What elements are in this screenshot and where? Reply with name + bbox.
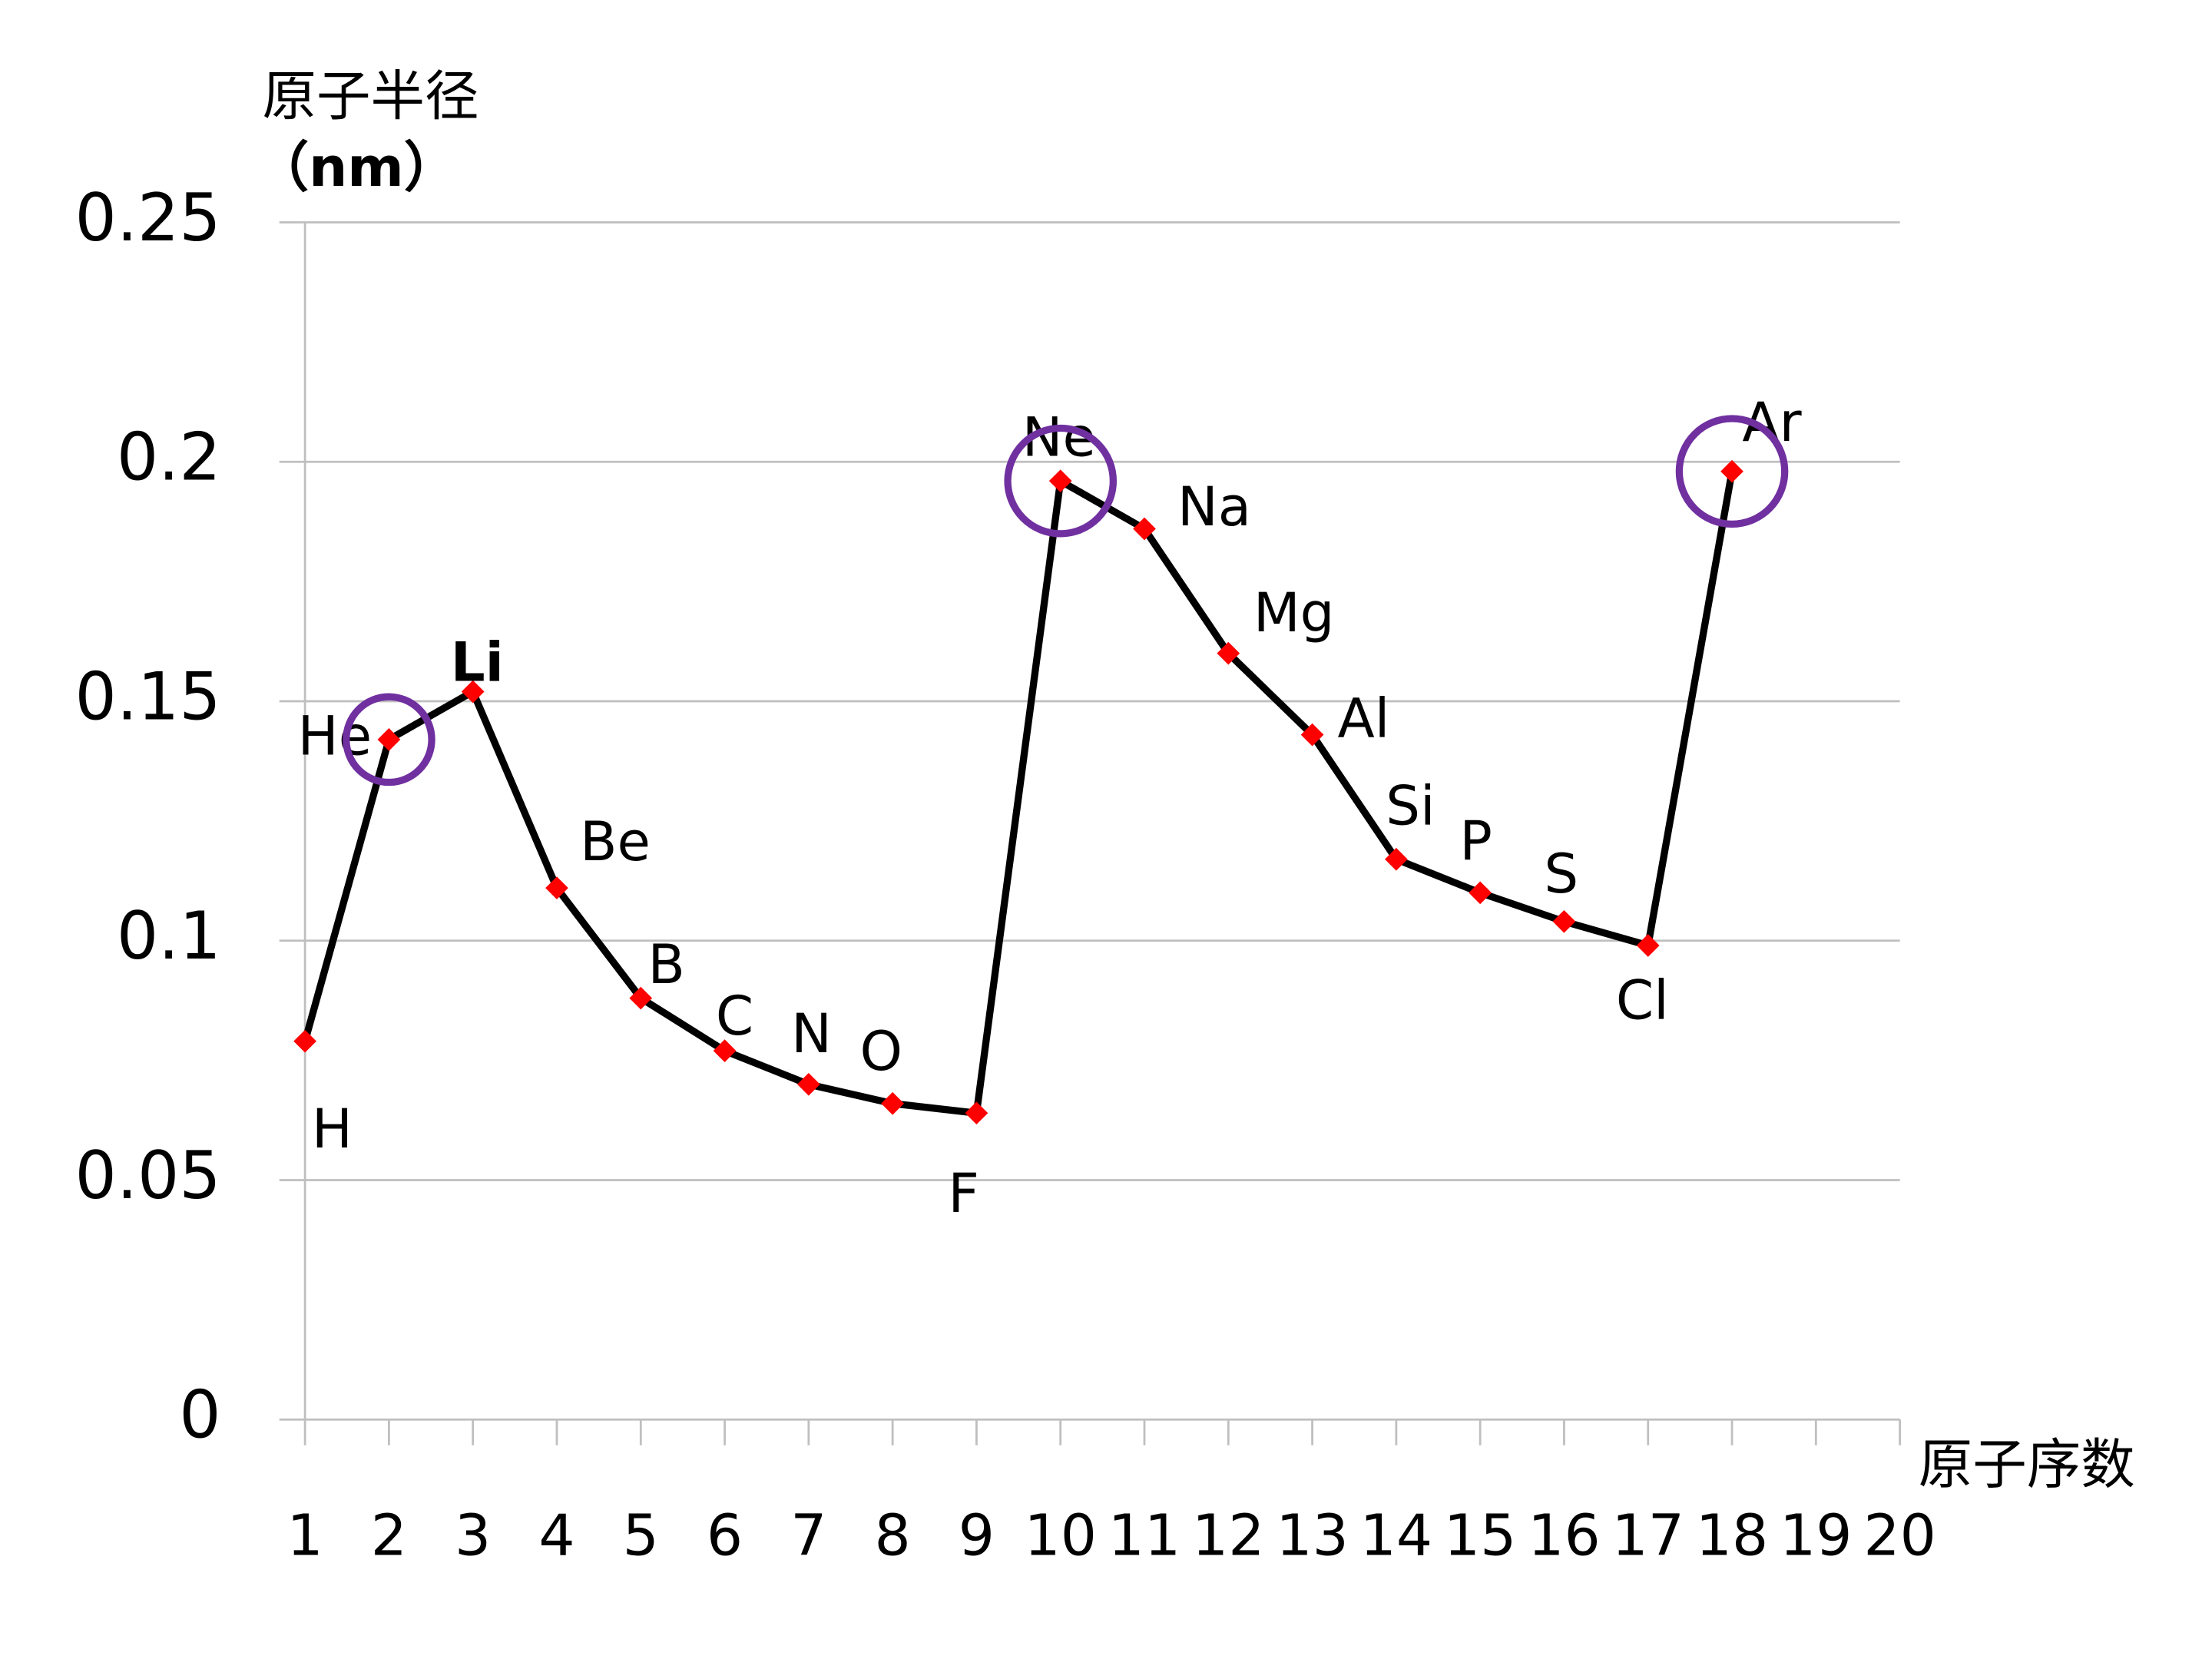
x-tick-label: 15 (1444, 1502, 1516, 1569)
point-label: F (948, 1162, 979, 1225)
x-tick-label: 14 (1360, 1502, 1432, 1569)
x-tick-label: 10 (1024, 1502, 1096, 1569)
y-tick-label: 0.15 (75, 659, 221, 735)
x-tick-label: 13 (1276, 1502, 1348, 1569)
x-tick-label: 11 (1108, 1502, 1181, 1569)
point-label: Cl (1616, 969, 1669, 1032)
x-axis-title: 原子序数 (1919, 1433, 2135, 1496)
x-tick-label: 9 (959, 1502, 995, 1569)
marker (1469, 881, 1492, 905)
marker (1385, 847, 1408, 871)
marker (1720, 459, 1743, 483)
point-label: N (791, 1002, 832, 1065)
x-tick-label: 7 (790, 1502, 826, 1569)
y-tick-label: 0.05 (75, 1138, 221, 1214)
point-label: P (1459, 810, 1492, 873)
x-tick-label: 5 (623, 1502, 659, 1569)
highlight-circle (1675, 415, 1789, 528)
x-tick-label: 20 (1863, 1502, 1936, 1569)
point-label: Li (451, 631, 504, 694)
x-tick-label: 18 (1696, 1502, 1768, 1569)
x-tick-label: 17 (1612, 1502, 1684, 1569)
marker (1300, 723, 1324, 747)
x-tick-label: 6 (707, 1502, 743, 1569)
marker (881, 1091, 904, 1115)
line (301, 470, 1736, 1117)
x-tick-label: 16 (1528, 1502, 1600, 1569)
point-label: Si (1386, 774, 1435, 837)
x-tick-label: 12 (1192, 1502, 1264, 1569)
y-axis-title: 原子半径 (262, 65, 478, 127)
marker (293, 1029, 316, 1053)
point-label: B (647, 933, 684, 996)
marker (1552, 909, 1576, 933)
marker (545, 876, 568, 900)
point-label: C (716, 985, 753, 1048)
point-label: Be (580, 810, 651, 873)
highlight-circle (343, 693, 435, 786)
point-label: Al (1337, 687, 1389, 750)
marker (377, 728, 401, 751)
x-tick-label: 2 (371, 1502, 407, 1569)
point-label: He (298, 704, 372, 767)
point-label: S (1544, 843, 1578, 906)
x-tick-label: 4 (538, 1502, 575, 1569)
x-tick-label: 8 (875, 1502, 911, 1569)
x-tick-label: 3 (455, 1502, 491, 1569)
marker (1217, 641, 1240, 665)
y-tick-label: 0 (179, 1378, 220, 1454)
y-tick-label: 0.1 (117, 899, 221, 975)
point-label: Na (1177, 475, 1251, 538)
y-tick-label: 0.25 (75, 180, 221, 257)
marker (965, 1101, 988, 1125)
marker (797, 1072, 820, 1096)
highlight-circle (1004, 424, 1118, 538)
x-tick-label: 1 (286, 1502, 323, 1569)
point-label: O (860, 1020, 903, 1083)
x-tick-label: 19 (1780, 1502, 1852, 1569)
point-label: Mg (1253, 581, 1335, 644)
marker (1636, 934, 1660, 957)
y-tick-label: 0.2 (117, 420, 221, 496)
point-label: H (312, 1098, 353, 1161)
y-axis-unit: （nm） (255, 136, 459, 199)
